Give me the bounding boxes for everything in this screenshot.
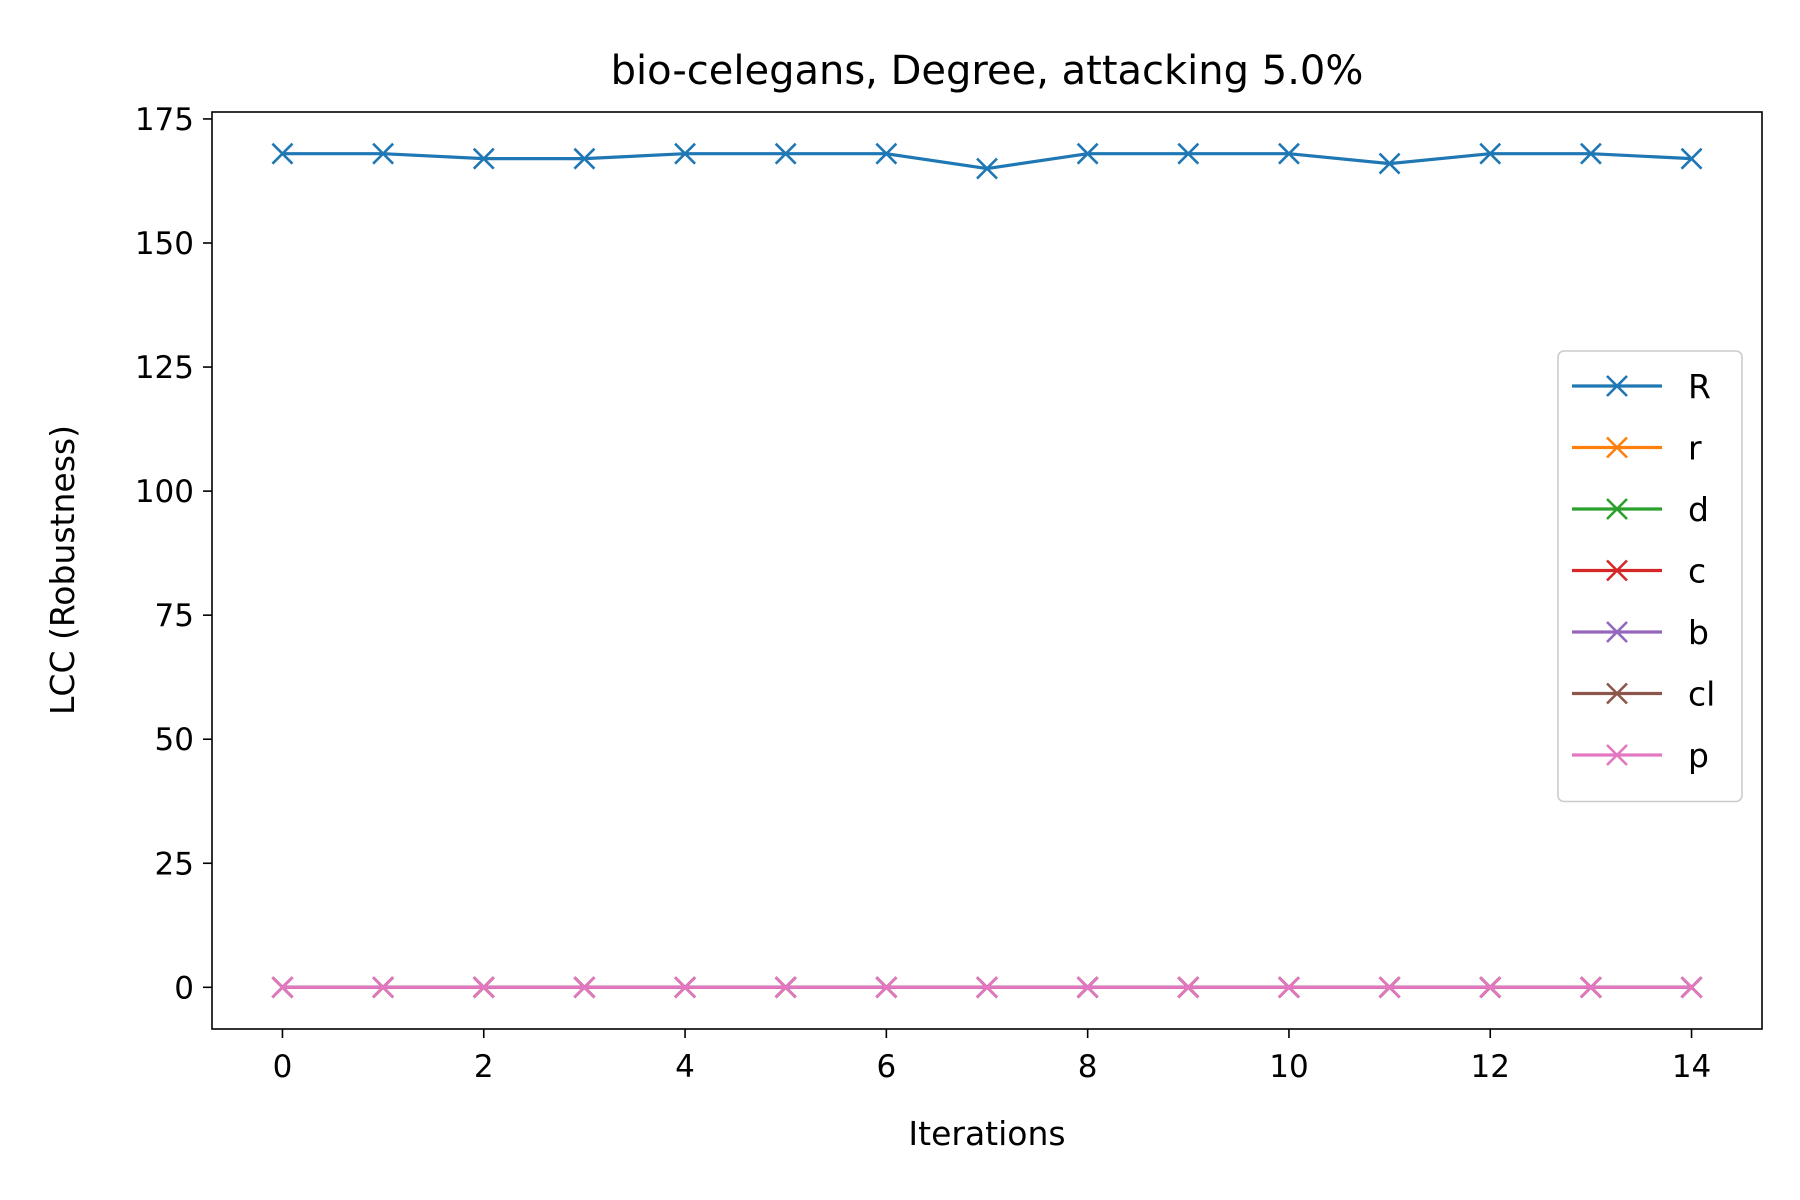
data-point-marker — [573, 147, 596, 170]
series-R — [271, 142, 1703, 180]
plot-area — [271, 142, 1703, 999]
x-tick-label: 8 — [1078, 1049, 1098, 1085]
chart-title: bio-celegans, Degree, attacking 5.0% — [611, 48, 1364, 94]
data-point-marker — [976, 157, 998, 180]
data-point-marker — [674, 142, 696, 165]
legend-label: p — [1688, 736, 1709, 775]
x-tick-label: 10 — [1269, 1049, 1308, 1085]
data-point-marker — [1479, 976, 1502, 999]
legend-label: c — [1688, 552, 1706, 591]
data-point-marker — [674, 976, 696, 999]
legend-entry-cl: cl — [1572, 675, 1715, 714]
y-tick-label: 100 — [135, 474, 194, 510]
data-point-marker — [372, 142, 395, 165]
data-point-marker — [472, 147, 495, 170]
data-point-marker — [573, 976, 596, 999]
legend-marker — [1606, 744, 1628, 766]
y-tick-label: 175 — [135, 102, 194, 138]
legend-box — [1557, 350, 1743, 803]
data-point-marker — [1278, 142, 1300, 165]
legend-marker — [1606, 436, 1628, 459]
legend-entry-b: b — [1572, 613, 1709, 652]
data-point-marker — [1579, 976, 1602, 999]
series-p — [271, 976, 1703, 999]
data-point-marker — [1680, 976, 1703, 999]
x-axis-label: Iterations — [908, 1114, 1065, 1153]
data-point-marker — [271, 142, 294, 165]
data-point-marker — [1177, 976, 1200, 999]
data-point-marker — [875, 142, 898, 165]
legend-entry-p: p — [1572, 736, 1709, 775]
data-point-marker — [1579, 142, 1602, 165]
legend-label: R — [1688, 367, 1711, 406]
legend-marker — [1606, 621, 1628, 643]
y-tick-label: 0 — [174, 970, 194, 1006]
y-tick-label: 75 — [155, 598, 194, 634]
data-point-marker — [1076, 976, 1099, 999]
x-tick-label: 0 — [273, 1049, 293, 1085]
legend-marker — [1606, 559, 1628, 582]
data-point-marker — [1680, 147, 1703, 170]
data-point-marker — [976, 976, 998, 999]
data-point-marker — [271, 976, 294, 999]
x-tick-label: 12 — [1471, 1049, 1510, 1085]
y-axis: 0 25 50 75 100 125 150 175 — [135, 102, 212, 1006]
legend-entry-d: d — [1572, 490, 1709, 529]
legend-label: r — [1688, 429, 1702, 468]
x-tick-label: 4 — [675, 1049, 695, 1085]
data-point-marker — [472, 976, 495, 999]
legend-marker — [1606, 682, 1628, 705]
legend-label: b — [1688, 613, 1709, 652]
data-point-marker — [372, 976, 395, 999]
legend-marker — [1606, 375, 1628, 397]
data-point-marker — [1479, 142, 1502, 165]
x-tick-label: 14 — [1672, 1049, 1711, 1085]
legend-label: d — [1688, 490, 1709, 529]
x-axis: 0 2 4 6 8 10 12 14 — [273, 1029, 1711, 1085]
y-axis-label: LCC (Robustness) — [43, 425, 82, 715]
axes-frame — [211, 111, 1763, 1030]
y-tick-label: 50 — [155, 722, 194, 758]
data-point-marker — [875, 976, 898, 999]
data-point-marker — [774, 142, 797, 165]
data-point-marker — [1177, 142, 1200, 165]
legend-marker — [1606, 498, 1628, 520]
legend-entry-r: r — [1572, 429, 1702, 468]
legend-entry-R: R — [1572, 367, 1711, 406]
x-tick-label: 6 — [876, 1049, 896, 1085]
data-point-marker — [1278, 976, 1300, 999]
data-point-marker — [1378, 976, 1401, 999]
data-point-marker — [774, 976, 797, 999]
y-tick-label: 125 — [135, 350, 194, 386]
legend-label: cl — [1688, 675, 1715, 714]
data-point-marker — [1076, 142, 1099, 165]
data-point-marker — [1378, 152, 1401, 175]
legend-entry-c: c — [1572, 552, 1706, 591]
y-tick-label: 25 — [155, 846, 194, 882]
x-tick-label: 2 — [474, 1049, 494, 1085]
y-tick-label: 150 — [135, 226, 194, 262]
